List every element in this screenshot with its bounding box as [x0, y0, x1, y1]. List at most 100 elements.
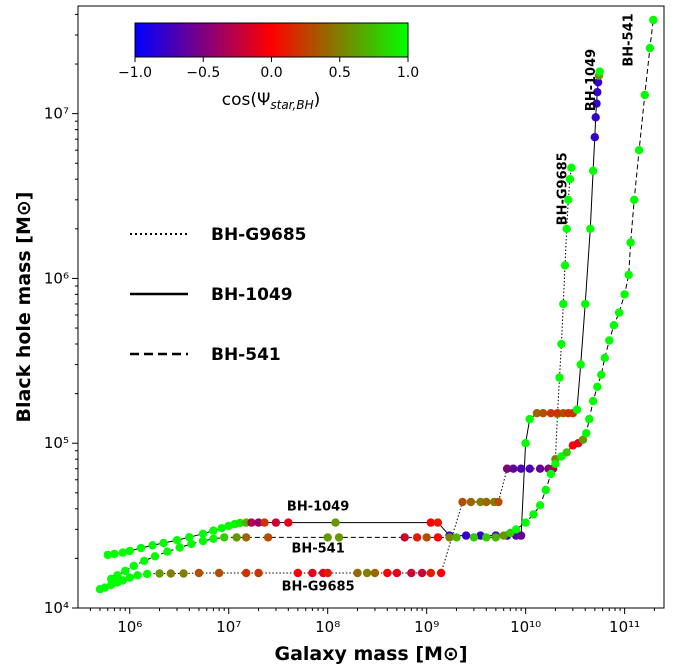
data-point-bh-g9685	[383, 568, 392, 578]
series-points	[95, 15, 658, 594]
data-point-bh-1049	[284, 518, 293, 527]
data-point-bh-541	[198, 536, 208, 546]
y-axis-title: Black hole mass [M⊙]	[13, 192, 35, 423]
data-point-bh-541	[551, 459, 560, 468]
data-point-bh-g9685	[125, 573, 134, 582]
data-point-bh-541	[600, 353, 609, 362]
colorbar: −1.0 −0.5 0.0 0.5 1.0 cos(Ψstar,BH)	[118, 22, 419, 112]
data-point-bh-541	[113, 571, 122, 580]
x-tick-label: 10⁸	[315, 618, 340, 636]
data-point-bh-541	[107, 574, 116, 584]
colorbar-tick-label: 0.5	[329, 65, 351, 81]
data-point-bh-1049	[588, 166, 598, 175]
data-point-bh-1049	[581, 299, 590, 309]
data-point-bh-g9685	[254, 568, 263, 578]
data-point-bh-g9685	[155, 569, 164, 578]
series-annotation: BH-1049	[584, 49, 599, 111]
data-point-bh-g9685	[565, 175, 575, 184]
data-point-bh-g9685	[370, 568, 380, 578]
data-point-bh-g9685	[133, 571, 142, 580]
data-point-bh-g9685	[242, 568, 251, 578]
series-line-bh-541	[110, 19, 654, 580]
y-tick-label: 10⁷	[44, 105, 69, 123]
data-point-bh-541	[645, 43, 655, 53]
data-point-bh-1049	[271, 518, 281, 527]
data-point-bh-1049	[260, 518, 269, 527]
data-point-bh-541	[140, 556, 149, 566]
legend-label-bh-g9685: BH-G9685	[211, 225, 307, 245]
colorbar-tick-label: 0.0	[260, 65, 282, 81]
data-point-bh-541	[482, 533, 491, 542]
data-point-bh-1049	[532, 409, 542, 418]
data-point-bh-1049	[591, 113, 600, 122]
data-point-bh-g9685	[293, 568, 303, 578]
data-point-bh-541	[499, 531, 508, 540]
colorbar-gradient	[134, 22, 409, 58]
data-point-bh-1049	[185, 533, 194, 542]
data-point-bh-g9685	[417, 568, 427, 578]
data-point-bh-541	[585, 414, 594, 424]
data-point-bh-541	[582, 429, 591, 438]
data-point-bh-g9685	[555, 373, 564, 382]
colorbar-label-sub: star,BH	[270, 98, 313, 112]
series-annotation: BH-G9685	[282, 579, 355, 594]
data-point-bh-1049	[516, 531, 526, 540]
x-tick-label: 10⁹	[414, 618, 439, 636]
data-point-bh-541	[263, 533, 273, 542]
data-point-bh-541	[129, 561, 138, 571]
data-point-bh-1049	[254, 518, 263, 527]
colorbar-label: cos(Ψstar,BH)	[222, 90, 320, 112]
x-tick-label: 10⁷	[216, 618, 241, 636]
series-annotation: BH-541	[291, 542, 344, 557]
colorbar-label-close: )	[314, 90, 321, 110]
data-point-bh-541	[626, 238, 635, 247]
x-tick-label: 10¹⁰	[510, 618, 541, 636]
colorbar-tick-label: −0.5	[186, 65, 220, 81]
data-point-bh-541	[452, 533, 461, 542]
data-point-bh-g9685	[362, 568, 372, 578]
colorbar-tick-label: 1.0	[397, 65, 419, 81]
data-point-bh-541	[433, 533, 443, 542]
axis-ticks: 10⁶ 10⁷ 10⁸ 10⁹ 10¹⁰ 10¹¹ 10⁴ 10⁵ 10⁶ 10⁷	[44, 13, 655, 636]
data-point-bh-g9685	[214, 568, 224, 578]
data-point-bh-541	[578, 435, 588, 444]
data-point-bh-1049	[125, 546, 134, 556]
data-point-bh-1049	[148, 541, 157, 550]
x-tick-label: 10⁶	[117, 618, 142, 636]
data-point-bh-g9685	[559, 299, 568, 309]
data-point-bh-1049	[592, 99, 601, 108]
data-point-bh-1049	[110, 549, 119, 559]
data-point-bh-g9685	[535, 464, 545, 473]
data-point-bh-g9685	[179, 569, 188, 578]
data-point-bh-1049	[595, 67, 604, 76]
data-point-bh-541	[323, 533, 332, 542]
y-tick-label: 10⁶	[44, 269, 69, 287]
data-point-bh-541	[469, 533, 479, 542]
data-point-bh-541	[412, 533, 422, 542]
data-point-bh-541	[175, 543, 184, 552]
data-point-bh-541	[649, 15, 658, 25]
data-point-bh-g9685	[494, 497, 503, 507]
data-point-bh-g9685	[567, 163, 576, 172]
annotations: BH-1049 BH-541 BH-G9685 BH-G9685 BH-1049 BH-5…	[282, 13, 637, 594]
colorbar-ticks: −1.0 −0.5 0.0 0.5 1.0	[118, 57, 419, 81]
data-point-bh-1049	[586, 224, 595, 233]
y-tick-label: 10⁴	[44, 599, 69, 617]
plot-frame	[77, 5, 665, 609]
data-point-bh-1049	[235, 518, 245, 528]
data-point-bh-1049	[546, 409, 556, 418]
data-point-bh-541	[535, 501, 545, 510]
data-point-bh-g9685	[564, 195, 573, 204]
data-point-bh-g9685	[118, 576, 128, 585]
data-point-bh-541	[491, 533, 500, 542]
data-point-bh-g9685	[509, 464, 518, 473]
data-point-bh-g9685	[392, 568, 402, 578]
data-point-bh-1049	[209, 526, 218, 535]
data-point-bh-g9685	[557, 339, 566, 349]
series-line-bh-1049	[107, 71, 601, 556]
data-point-bh-541	[614, 308, 624, 317]
data-point-bh-g9685	[308, 568, 317, 578]
data-point-bh-g9685	[194, 568, 204, 578]
data-point-bh-1049	[172, 536, 182, 545]
data-point-bh-541	[593, 382, 602, 391]
